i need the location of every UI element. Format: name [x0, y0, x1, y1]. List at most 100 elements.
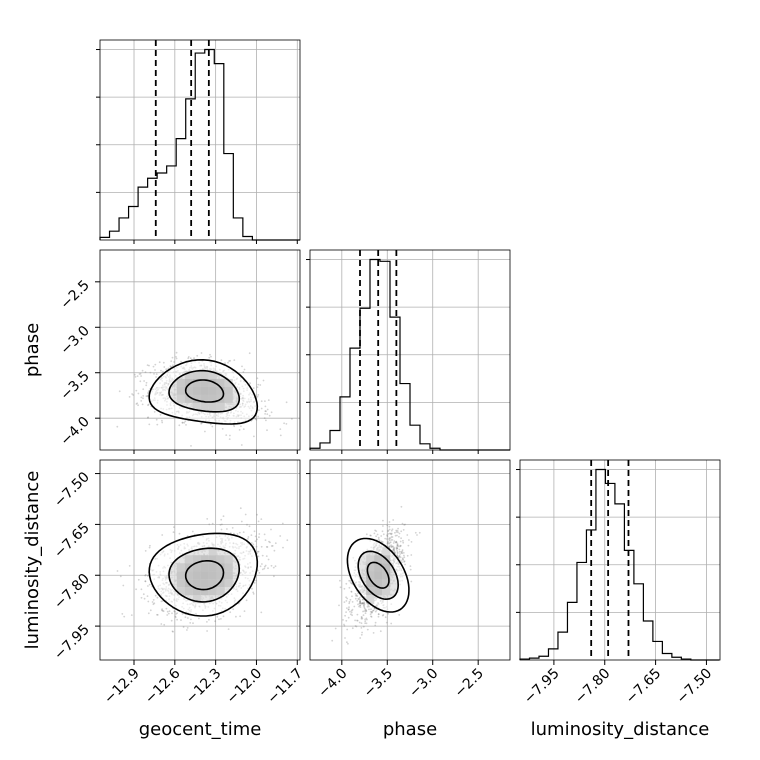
sample-point: [361, 617, 364, 620]
sample-point: [155, 376, 158, 378]
sample-point: [259, 384, 262, 386]
sample-point: [354, 597, 357, 600]
sample-point: [388, 539, 391, 542]
sample-point: [397, 545, 399, 548]
sample-point: [274, 542, 277, 545]
sample-point: [147, 612, 150, 615]
sample-point: [263, 417, 266, 419]
sample-point: [147, 403, 150, 406]
sample-point: [401, 552, 403, 555]
sample-point: [146, 395, 149, 398]
sample-point: [361, 616, 363, 619]
sample-point: [351, 627, 354, 630]
sample-point: [219, 523, 222, 526]
sample-point: [145, 381, 148, 384]
sample-point: [256, 538, 258, 541]
sample-point: [145, 384, 148, 387]
contour-level-3: [366, 561, 390, 589]
sample-point: [147, 392, 150, 395]
sample-point: [396, 544, 399, 547]
contour-level-3: [184, 379, 225, 403]
sample-point: [257, 394, 260, 396]
sample-point: [235, 615, 237, 618]
sample-point: [387, 529, 390, 532]
sample-point: [200, 352, 203, 354]
sample-point: [231, 527, 234, 529]
sample-point: [153, 411, 156, 413]
sample-point: [267, 567, 269, 570]
sample-point: [264, 413, 266, 415]
sample-point: [273, 549, 276, 552]
sample-point: [331, 639, 334, 642]
sample-point: [193, 357, 195, 360]
sample-point: [270, 528, 272, 531]
sample-point: [281, 522, 284, 525]
sample-point: [363, 605, 365, 607]
sample-point: [359, 637, 362, 639]
sample-point: [344, 637, 346, 639]
sample-point: [229, 359, 232, 362]
sample-point: [161, 421, 164, 424]
sample-point: [402, 552, 405, 554]
sample-point: [400, 545, 402, 547]
sample-point: [119, 575, 122, 578]
sample-point: [395, 548, 398, 550]
sample-point: [176, 612, 179, 615]
sample-point: [394, 531, 396, 534]
sample-point: [261, 563, 263, 565]
sample-point: [368, 608, 370, 611]
sample-point: [236, 533, 239, 535]
sample-point: [137, 392, 140, 395]
sample-point: [175, 613, 177, 615]
y-tick-label-luminosity_distance: −7.65: [51, 520, 93, 562]
sample-point: [147, 585, 149, 587]
sample-point: [382, 519, 384, 522]
sample-point: [258, 536, 260, 539]
sample-point: [355, 625, 358, 628]
sample-point: [265, 546, 268, 548]
sample-point: [374, 529, 376, 532]
sample-point: [403, 556, 406, 559]
sample-point: [410, 580, 413, 583]
sample-point: [360, 627, 363, 629]
sample-point: [140, 396, 143, 399]
sample-point: [345, 596, 347, 599]
sample-point: [149, 544, 151, 547]
sample-point: [146, 595, 149, 597]
sample-point: [258, 409, 260, 411]
sample-point: [357, 603, 359, 606]
sample-point: [167, 612, 170, 615]
sample-point: [387, 541, 389, 543]
sample-point: [347, 642, 349, 645]
sample-point: [149, 609, 152, 612]
sample-point: [390, 536, 393, 538]
panel-background: [100, 40, 300, 240]
sample-point: [391, 536, 394, 538]
sample-point: [253, 530, 256, 533]
sample-point: [121, 613, 124, 615]
sample-point: [396, 555, 399, 557]
sample-point: [375, 609, 378, 611]
sample-point: [414, 531, 417, 534]
sample-point: [116, 570, 119, 572]
sample-point: [266, 408, 269, 411]
sample-point: [409, 565, 412, 567]
y-tick-label-phase: −3.5: [57, 368, 92, 403]
sample-point: [270, 411, 273, 414]
sample-point: [345, 611, 347, 613]
sample-point: [175, 356, 177, 358]
sample-point: [220, 359, 223, 362]
sample-point: [250, 542, 253, 544]
sample-point: [183, 421, 186, 424]
sample-point: [350, 582, 353, 585]
sample-point: [239, 507, 242, 510]
sample-point: [342, 619, 344, 621]
sample-point: [348, 602, 351, 605]
sample-point: [358, 621, 361, 624]
sample-point: [395, 540, 398, 543]
sample-point: [160, 369, 162, 372]
sample-point: [388, 525, 391, 528]
sample-point: [365, 617, 368, 620]
sample-point: [128, 396, 131, 398]
sample-point: [251, 587, 253, 590]
